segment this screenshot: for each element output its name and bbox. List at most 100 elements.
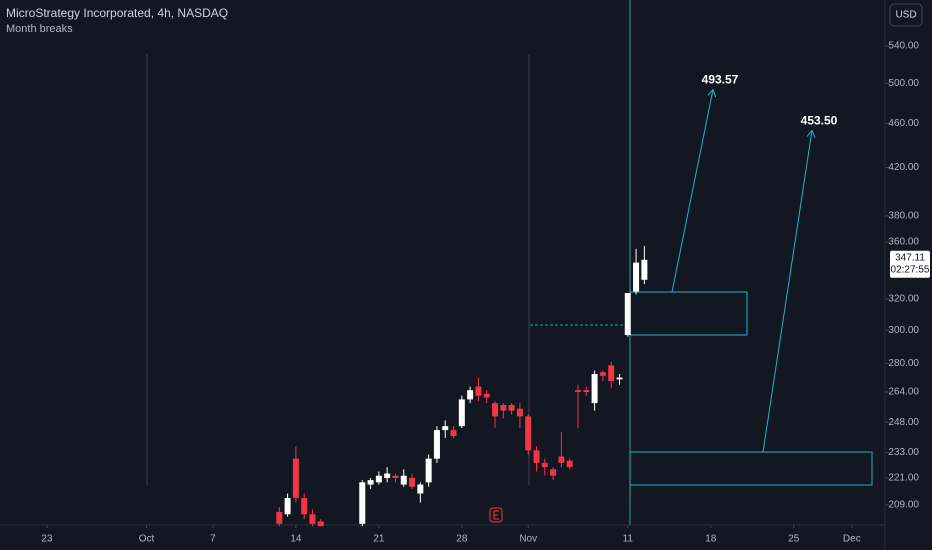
arrow-head: [707, 88, 717, 98]
candle-body: [508, 404, 515, 411]
candle: [400, 469, 407, 487]
earnings-glyph: [493, 510, 499, 520]
candle-body: [458, 399, 465, 427]
candle-body: [492, 403, 499, 417]
candle: [276, 507, 283, 527]
candle-body: [392, 475, 399, 478]
last-price-box: [890, 250, 930, 278]
candle-body: [284, 498, 291, 515]
x-tick-label: Oct: [139, 534, 155, 545]
candle: [550, 467, 557, 481]
candle: [483, 390, 490, 404]
candle: [317, 519, 324, 527]
candle-body: [608, 365, 615, 382]
candle-body: [433, 430, 440, 459]
candle: [525, 414, 532, 455]
y-tick-label: 248.00: [888, 417, 919, 428]
candle-body: [566, 460, 573, 468]
candle: [359, 480, 366, 527]
candle: [558, 432, 565, 468]
candle-body: [591, 374, 598, 404]
candle: [508, 403, 515, 415]
candle: [500, 403, 507, 419]
candle-body: [475, 386, 482, 396]
x-tick-label: Dec: [843, 534, 861, 545]
candle: [574, 384, 581, 429]
candle-body: [450, 430, 457, 437]
candle: [633, 248, 640, 295]
y-tick-label: 360.00: [888, 237, 919, 248]
candle: [566, 458, 573, 470]
y-tick-label: 209.00: [888, 500, 919, 511]
countdown-label: 02:27:55: [891, 264, 930, 275]
candle-body: [641, 259, 648, 280]
candle-body: [550, 469, 557, 476]
candle-body: [409, 477, 416, 487]
candle-body: [417, 484, 424, 494]
candle: [292, 446, 299, 503]
y-tick-label: 380.00: [888, 211, 919, 222]
candle: [367, 477, 374, 490]
candle: [309, 509, 316, 527]
y-tick-label: 233.00: [888, 447, 919, 458]
x-tick-label: 18: [705, 534, 717, 545]
x-tick-label: 11: [623, 534, 634, 545]
candle: [475, 377, 482, 402]
y-tick-label: 420.00: [888, 162, 919, 173]
candle: [591, 370, 598, 411]
candle: [392, 473, 399, 483]
y-tick-label: 264.00: [888, 387, 919, 398]
candle-body: [516, 408, 523, 417]
candle: [284, 493, 291, 517]
chart-title: MicroStrategy Incorporated, 4h, NASDAQ: [6, 6, 228, 20]
candle-body: [525, 416, 532, 451]
candle: [409, 473, 416, 490]
candle-body: [558, 456, 565, 463]
candle: [533, 446, 540, 472]
candle: [433, 426, 440, 463]
candle: [458, 395, 465, 429]
y-tick-label: 460.00: [888, 118, 919, 129]
earnings-icon[interactable]: [489, 507, 503, 523]
y-tick-label: 500.00: [888, 78, 919, 89]
candle: [608, 361, 615, 389]
zone-box: [629, 451, 873, 486]
candle-body: [633, 262, 640, 292]
candle-body: [442, 426, 449, 431]
currency-label: USD: [895, 10, 916, 21]
candle-body: [317, 521, 324, 527]
earnings-frame: [489, 507, 503, 523]
x-tick-label: 14: [290, 534, 302, 545]
annotation-label: 453.50: [801, 114, 838, 128]
candle-body: [624, 293, 631, 336]
candle: [384, 467, 391, 483]
y-tick-label: 320.00: [888, 294, 919, 305]
candle-body: [541, 462, 548, 468]
candle: [417, 482, 424, 503]
currency-button[interactable]: [889, 3, 923, 27]
candle-body: [292, 458, 299, 499]
candle-body: [359, 482, 366, 524]
candle-body: [309, 514, 316, 524]
candle: [624, 293, 631, 337]
candle: [467, 386, 474, 404]
x-tick-label: 21: [373, 534, 385, 545]
candle: [583, 386, 590, 396]
candle: [492, 401, 499, 429]
candle-body: [276, 511, 283, 524]
candle-body: [483, 393, 490, 398]
candle: [616, 374, 623, 385]
candle-body: [467, 390, 474, 400]
candle: [541, 458, 548, 476]
candle: [442, 420, 449, 439]
candle-body: [301, 498, 308, 515]
candle-body: [583, 390, 590, 393]
candle-body: [400, 475, 407, 485]
x-tick-label: 23: [41, 534, 53, 545]
candle: [450, 426, 457, 439]
candle: [375, 471, 382, 485]
y-tick-label: 280.00: [888, 358, 919, 369]
last-price-label: 347.11: [895, 252, 925, 263]
candle-body: [367, 480, 374, 485]
